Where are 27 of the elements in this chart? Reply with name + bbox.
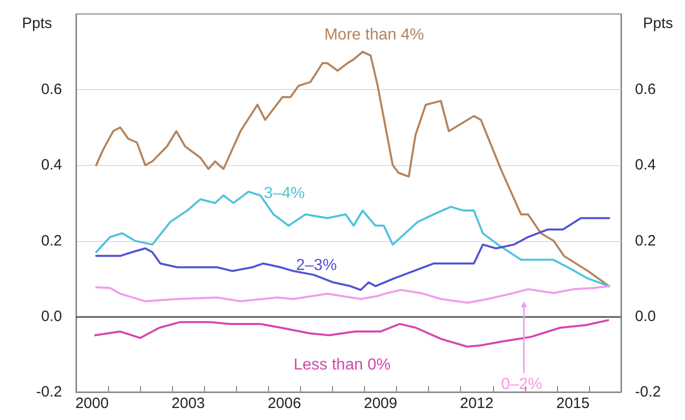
y2-tick-label: 0.0 [635,308,656,325]
text: 0–2% [501,376,542,393]
series-label: 3–4% [264,185,305,202]
line-series [94,319,610,348]
x-tick-label: 2009 [364,395,398,412]
y-axis-title: Ppts [22,15,52,32]
y-tick-label: 0.0 [41,308,62,325]
x-tick-label: 2003 [172,395,205,412]
y-tick-label: 0.2 [41,232,62,250]
line-series [95,217,610,291]
series-label: 2–3% [296,256,337,274]
x-tick-label: 2000 [75,395,109,412]
y2-axis-title: Ppts [642,15,673,32]
series-label: Less than 0% [294,356,391,374]
x-tick-label: 2006 [268,395,302,412]
series-label: More than 4% [324,26,424,44]
x-tick-label: 2015 [556,395,590,412]
y2-tick-label: 0.2 [635,232,656,250]
line-series [95,285,610,304]
y-tick-label: 0.4 [41,156,62,174]
x-tick-label: 2012 [460,395,494,412]
y2-tick-label: 0.6 [635,81,656,98]
y2-tick-label: -0.2 [635,384,661,400]
line-series [95,50,610,288]
y-tick-label: -0.2 [36,384,62,400]
y-tick-label: 0.6 [41,81,62,98]
y2-tick-label: 0.4 [635,156,656,174]
